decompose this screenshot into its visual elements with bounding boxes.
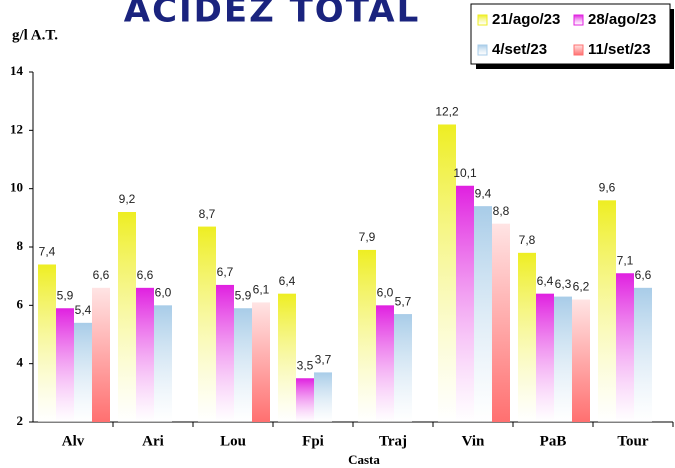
- value-label: 5,9: [235, 288, 252, 302]
- value-label: 7,9: [359, 230, 376, 244]
- value-label: 6,1: [253, 283, 270, 297]
- value-label: 6,7: [217, 265, 234, 279]
- value-label: 6,3: [555, 277, 572, 291]
- x-tick-label: Vin: [462, 433, 485, 449]
- value-label: 6,6: [635, 268, 652, 282]
- value-label: 9,2: [119, 192, 136, 206]
- bar: [92, 287, 110, 422]
- bar: [154, 305, 172, 422]
- legend-swatch: [573, 14, 584, 26]
- value-label: 8,7: [199, 207, 216, 221]
- bar: [438, 124, 456, 422]
- bar: [74, 322, 92, 422]
- x-tick-label: PaB: [540, 433, 567, 449]
- y-tick-label: 2: [17, 413, 24, 428]
- value-label: 12,2: [435, 105, 459, 119]
- x-tick-label: Alv: [62, 433, 85, 449]
- bar: [518, 252, 536, 422]
- x-tick-label: Traj: [379, 433, 407, 449]
- bar: [358, 249, 376, 422]
- x-tick-label: Tour: [617, 433, 648, 449]
- bar: [572, 299, 590, 422]
- bar: [394, 314, 412, 422]
- bar: [536, 293, 554, 422]
- legend-label: 4/set/23: [492, 41, 547, 58]
- legend-swatch: [573, 44, 584, 56]
- value-label: 6,0: [155, 286, 172, 300]
- bar: [216, 284, 234, 422]
- y-tick-label: 6: [17, 296, 24, 311]
- value-label: 6,6: [137, 268, 154, 282]
- bar: [634, 287, 652, 422]
- legend-label: 11/set/23: [588, 41, 651, 58]
- bar: [278, 293, 296, 422]
- y-tick-label: 10: [10, 180, 23, 195]
- value-label: 7,1: [617, 253, 634, 267]
- bar: [136, 287, 154, 422]
- x-tick-label: Lou: [220, 433, 246, 449]
- value-label: 6,4: [279, 274, 296, 288]
- x-tick-label: Fpi: [302, 433, 324, 449]
- x-axis-label: Casta: [348, 452, 380, 467]
- bar: [252, 302, 270, 422]
- value-label: 6,2: [573, 280, 590, 294]
- legend-box: [470, 3, 671, 65]
- bar: [616, 273, 634, 422]
- bar: [56, 308, 74, 422]
- value-label: 7,8: [519, 233, 536, 247]
- bar: [456, 185, 474, 422]
- bar: [198, 226, 216, 422]
- value-label: 5,9: [57, 288, 74, 302]
- bar: [314, 372, 332, 422]
- legend-swatch: [477, 44, 488, 56]
- bar: [554, 296, 572, 422]
- bar: [234, 308, 252, 422]
- y-tick-label: 4: [17, 355, 24, 370]
- y-tick-label: 14: [10, 63, 24, 78]
- bar: [296, 378, 314, 422]
- value-label: 6,0: [377, 286, 394, 300]
- value-label: 10,1: [453, 166, 477, 180]
- value-label: 5,4: [75, 303, 92, 317]
- bar: [598, 200, 616, 422]
- legend-label: 21/ago/23: [492, 11, 560, 28]
- value-label: 6,6: [93, 268, 110, 282]
- bar: [474, 206, 492, 422]
- y-tick-label: 12: [10, 121, 23, 136]
- bar: [118, 212, 136, 422]
- value-label: 6,4: [537, 274, 554, 288]
- value-label: 5,7: [395, 294, 412, 308]
- legend-label: 28/ago/23: [588, 11, 656, 28]
- value-label: 3,7: [315, 353, 332, 367]
- chart-title: ACIDEZ TOTAL: [124, 0, 420, 31]
- value-label: 8,8: [493, 204, 510, 218]
- value-label: 7,4: [39, 245, 56, 259]
- legend-swatch: [477, 14, 488, 26]
- bar: [376, 305, 394, 422]
- x-tick-label: Ari: [142, 433, 164, 449]
- value-label: 3,5: [297, 358, 314, 372]
- y-tick-label: 8: [17, 238, 24, 253]
- y-axis-label: g/l A.T.: [12, 27, 58, 43]
- bar: [492, 223, 510, 422]
- value-label: 9,6: [599, 181, 616, 195]
- bar: [38, 264, 56, 422]
- value-label: 9,4: [475, 186, 492, 200]
